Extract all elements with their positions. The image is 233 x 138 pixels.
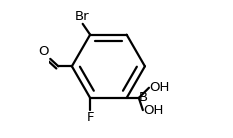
Text: Br: Br	[75, 10, 89, 23]
Text: OH: OH	[144, 104, 164, 117]
Text: F: F	[86, 111, 94, 124]
Text: B: B	[139, 91, 148, 104]
Text: O: O	[38, 45, 49, 58]
Text: OH: OH	[150, 81, 170, 94]
